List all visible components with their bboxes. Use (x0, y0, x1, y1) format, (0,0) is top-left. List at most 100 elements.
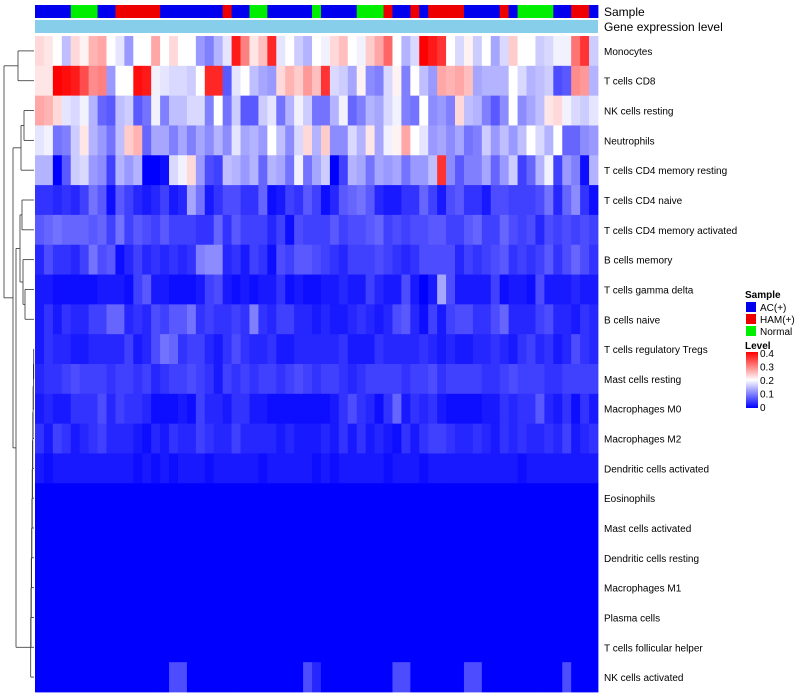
heatmap-cell (222, 662, 233, 693)
heatmap-cell (320, 185, 331, 216)
heatmap-cell (276, 214, 286, 246)
heatmap-cell (580, 513, 590, 544)
heatmap-cell (79, 185, 90, 216)
heatmap-cell (472, 334, 483, 365)
heatmap-cell (499, 513, 510, 544)
heatmap-cell (320, 483, 331, 514)
heatmap-cell (374, 36, 384, 67)
heatmap-cell (329, 244, 340, 275)
heatmap-cell (580, 95, 590, 126)
heatmap-cell (526, 662, 536, 693)
heatmap-cell (285, 155, 295, 186)
heatmap-cell (410, 274, 420, 305)
heatmap-cell (312, 662, 322, 693)
heatmap-cell (276, 364, 286, 395)
level-tick-label: 0.1 (760, 390, 774, 401)
sample-group-cell (365, 5, 375, 18)
heatmap-cell (276, 65, 286, 97)
heatmap-cell (383, 125, 393, 156)
heatmap-cell (43, 214, 54, 246)
heatmap-cell (365, 662, 375, 693)
heatmap-cell (303, 364, 313, 395)
heatmap-cell (35, 542, 45, 574)
heatmap-cell (88, 393, 98, 425)
heatmap-cell (320, 95, 331, 126)
heatmap-cell (419, 125, 429, 156)
heatmap-cell (517, 513, 527, 544)
heatmap-cell (267, 423, 277, 454)
heatmap-cell (562, 453, 572, 484)
heatmap-cell (303, 542, 313, 574)
heatmap-cell (267, 483, 277, 514)
sample-group-cell (490, 5, 501, 18)
heatmap-cell (231, 393, 241, 425)
heatmap-cell (571, 214, 581, 246)
heatmap-cell (52, 602, 63, 633)
row-label: Neutrophils (604, 136, 655, 147)
heatmap-cell (43, 274, 54, 305)
heatmap-cell (276, 304, 286, 335)
heatmap-cell (61, 483, 72, 514)
heatmap-cell (392, 36, 402, 67)
heatmap-cell (508, 214, 518, 246)
heatmap-cell (240, 483, 250, 514)
heatmap-cell (97, 542, 107, 574)
sample-group-cell (70, 5, 81, 18)
heatmap-cell (490, 214, 501, 246)
heatmap-cell (499, 334, 510, 365)
heatmap-cell (61, 632, 72, 663)
heatmap-cell (383, 364, 393, 395)
heatmap-cell (106, 125, 116, 156)
heatmap-cell (79, 513, 90, 544)
heatmap-cell (410, 244, 420, 275)
heatmap-cell (267, 542, 277, 574)
heatmap-cell (526, 572, 536, 603)
heatmap-cell (70, 662, 81, 693)
heatmap-cell (204, 65, 215, 97)
heatmap-cell (70, 304, 81, 335)
heatmap-cell (285, 364, 295, 395)
heatmap-cell (320, 393, 331, 425)
heatmap-cell (571, 304, 581, 335)
heatmap-cell (571, 36, 581, 67)
sample-annotation-bar (35, 5, 599, 18)
heatmap-cell (338, 36, 349, 67)
heatmap-cell (88, 334, 98, 365)
legend-label: AC(+) (760, 303, 786, 314)
heatmap-cell (258, 304, 268, 335)
heatmap-cell (419, 542, 429, 574)
heatmap-cell (177, 483, 188, 514)
heatmap-cell (124, 572, 134, 603)
heatmap-cell (571, 274, 581, 305)
heatmap-cell (419, 364, 429, 395)
heatmap-cell (79, 244, 90, 275)
heatmap-cell (43, 632, 54, 663)
sample-group-cell (52, 5, 63, 18)
heatmap-cell (142, 453, 152, 484)
heatmap-cell (303, 125, 313, 156)
heatmap-cell (151, 334, 161, 365)
heatmap-cell (222, 274, 233, 305)
heatmap-cell (365, 572, 375, 603)
heatmap-cell (213, 542, 224, 574)
heatmap-cell (374, 572, 384, 603)
heatmap-cell (88, 662, 98, 693)
heatmap-cell (437, 542, 447, 574)
heatmap-cell (455, 513, 465, 544)
heatmap-cell (320, 453, 331, 484)
heatmap-cell (106, 334, 116, 365)
heatmap-cell (490, 334, 501, 365)
heatmap-cell (356, 513, 367, 544)
heatmap-cell (106, 95, 116, 126)
heatmap-cell (79, 602, 90, 633)
sample-group-cell (374, 5, 384, 18)
heatmap-cell (508, 95, 518, 126)
heatmap-cell (151, 662, 161, 693)
heatmap-cell (320, 572, 331, 603)
heatmap-cell (374, 155, 384, 186)
heatmap-cell (356, 423, 367, 454)
heatmap-cell (204, 36, 215, 67)
heatmap-cell (285, 542, 295, 574)
heatmap-cell (535, 65, 545, 97)
heatmap-cell (401, 632, 411, 663)
